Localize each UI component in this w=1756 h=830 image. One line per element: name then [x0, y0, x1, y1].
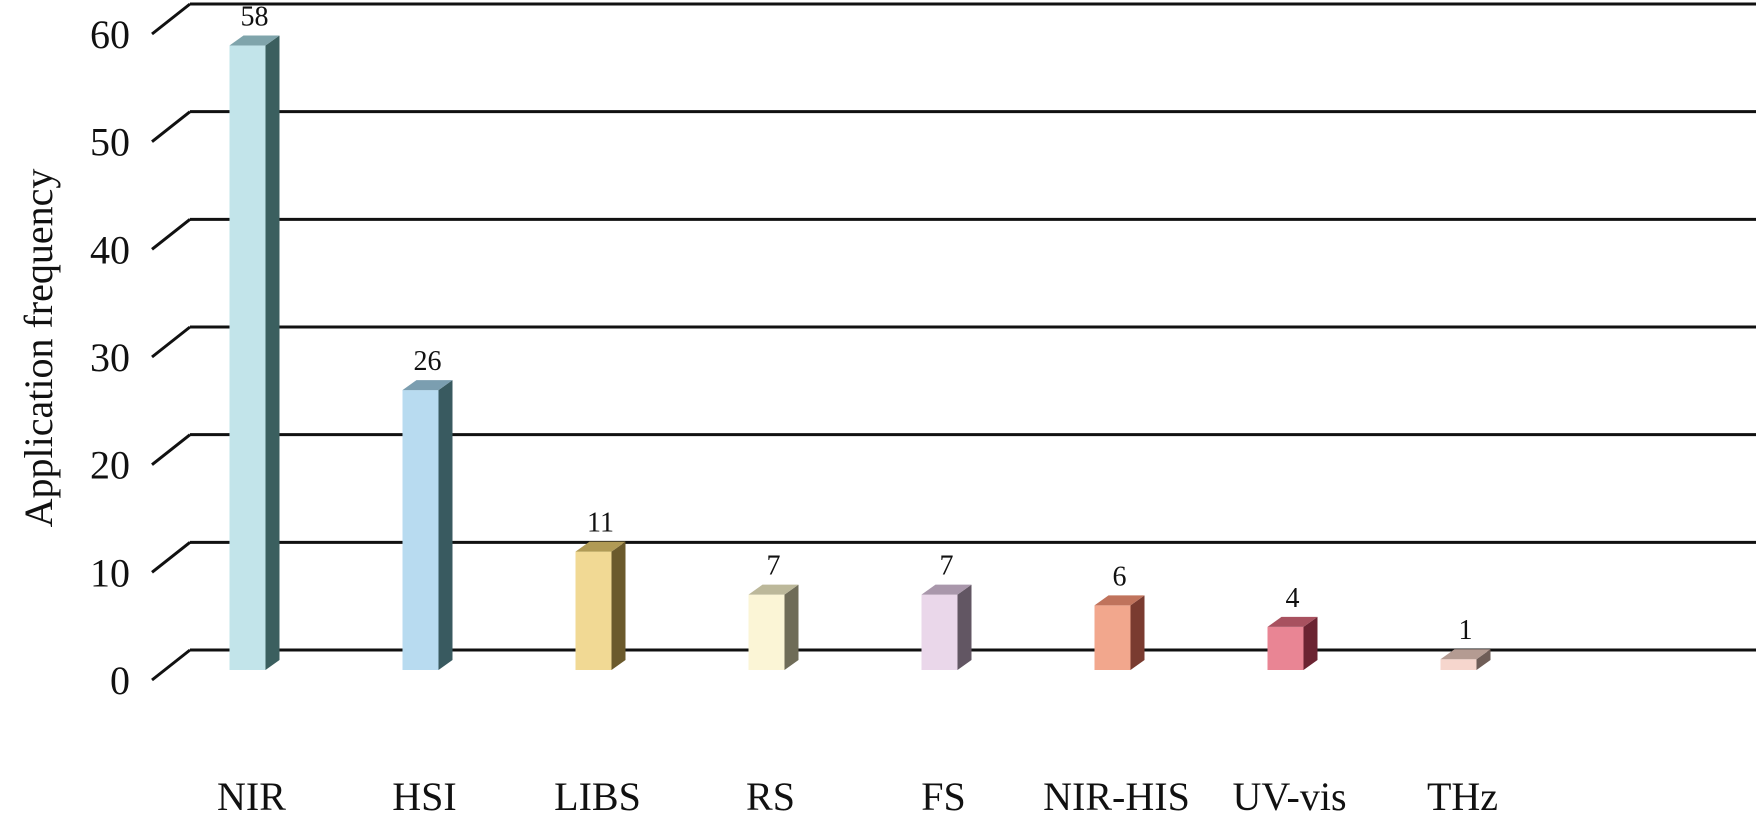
y-tick-label: 40 [90, 227, 130, 272]
bar [575, 551, 612, 670]
data-label: 58 [241, 2, 269, 33]
bar-top [1267, 616, 1318, 627]
gridline-diagonal [151, 541, 191, 574]
y-tick-labels: 0 10 20 30 40 50 60 [90, 12, 130, 703]
gridline-diagonal [151, 648, 191, 682]
y-tick-label: 20 [90, 443, 130, 488]
y-tick-label: 10 [90, 550, 130, 595]
gridlines [151, 2, 1756, 682]
x-tick-labels: NIR HSI LIBS RS FS NIR-HIS UV-vis THz [217, 774, 1498, 819]
bar-side [1130, 595, 1145, 670]
y-axis-label: Application frequency [16, 169, 61, 528]
x-tick-label: THz [1427, 774, 1498, 819]
bar-top [1094, 595, 1145, 606]
x-tick-label: NIR-HIS [1043, 774, 1190, 819]
y-tick-label: 60 [90, 12, 130, 57]
data-label: 1 [1459, 615, 1473, 646]
bar-top [402, 380, 453, 391]
bar-top [1440, 649, 1491, 660]
data-label: 26 [414, 346, 442, 377]
x-tick-label: LIBS [554, 774, 641, 819]
bar-side [957, 584, 972, 670]
gridline-diagonal [151, 325, 191, 359]
bar-side [611, 541, 626, 670]
data-label: 6 [1113, 561, 1127, 592]
bar [229, 45, 266, 671]
bar [1267, 626, 1304, 670]
y-tick-label: 30 [90, 335, 130, 380]
bar-side [1476, 649, 1491, 670]
gridline-diagonal [151, 110, 191, 143]
x-tick-label: UV-vis [1232, 774, 1346, 819]
bar [921, 594, 958, 670]
bar-side [265, 35, 280, 671]
y-tick-label: 50 [90, 120, 130, 165]
x-tick-label: RS [746, 774, 795, 819]
bar-top [748, 584, 799, 595]
bar-side [1303, 616, 1318, 670]
data-labels: 58 26 11 7 7 6 4 1 [241, 2, 1473, 647]
x-tick-label: NIR [217, 774, 286, 819]
bar-top [575, 541, 626, 552]
gridline-diagonal [151, 433, 191, 466]
x-tick-label: FS [921, 774, 966, 819]
bar [402, 390, 439, 670]
bar [748, 594, 785, 670]
data-label: 7 [940, 551, 954, 582]
gridline-diagonal [151, 218, 191, 251]
data-label: 11 [587, 508, 614, 539]
y-tick-label: 0 [110, 658, 130, 703]
bar-side [438, 380, 453, 670]
bar-top [229, 35, 280, 46]
gridline-diagonal [151, 2, 191, 36]
x-tick-label: HSI [392, 774, 456, 819]
bar-side [784, 584, 799, 670]
bar-top [921, 584, 972, 595]
data-label: 4 [1286, 583, 1300, 614]
bars [229, 35, 1491, 671]
bar [1440, 659, 1477, 670]
data-label: 7 [767, 551, 781, 582]
bar [1094, 605, 1131, 670]
